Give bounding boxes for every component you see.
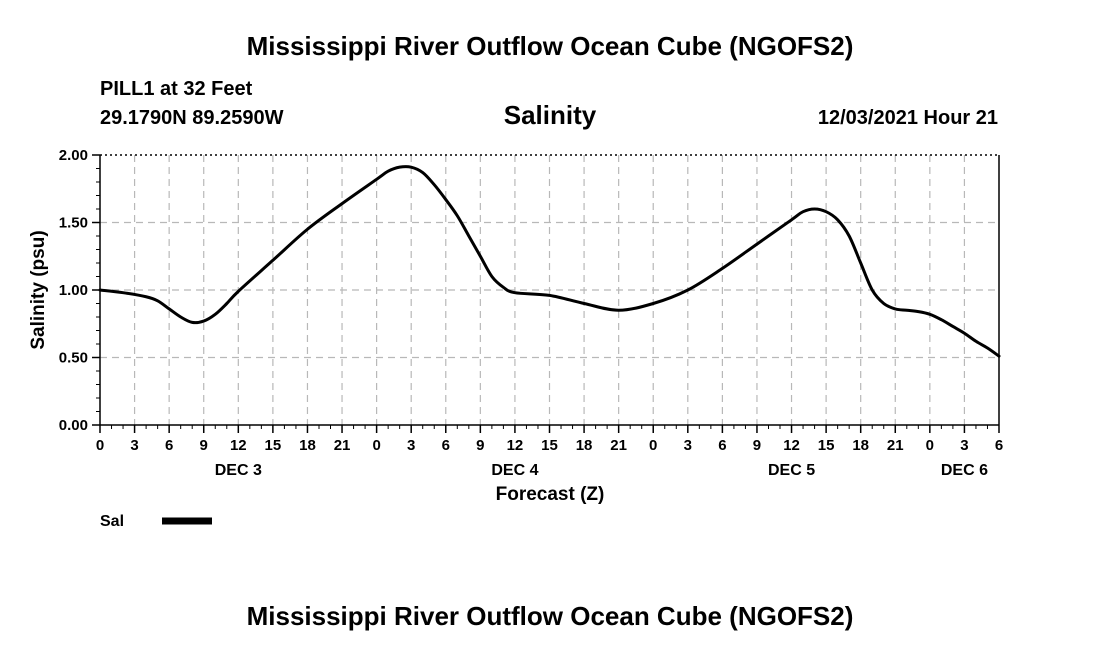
x-tick-label: 3 [960,437,968,454]
x-tick-label: 9 [200,437,208,454]
y-tick-label: 0.50 [59,350,88,367]
x-tick-label: 21 [610,437,627,454]
x-tick-label: 18 [852,437,869,454]
day-label: DEC 4 [491,462,538,479]
series-line-sal [98,165,1001,358]
day-label: DEC 6 [941,462,988,479]
x-axis-label: Forecast (Z) [496,484,605,505]
day-labels: DEC 3 DEC 4 DEC 5 DEC 6 [215,462,988,479]
x-tick-label: 9 [753,437,761,454]
x-tick-label: 0 [372,437,380,454]
timestamp-label: 12/03/2021 Hour 21 [818,107,998,129]
axes [92,154,1000,433]
x-tick-labels: 0 3 6 9 12 15 18 21 0 3 6 9 12 15 18 21 0 3 6 9 12 15 18 21 0 3 6 [96,437,1003,454]
day-label: DEC 5 [768,462,815,479]
x-tick-label: 0 [96,437,104,454]
x-tick-label: 0 [649,437,657,454]
y-tick-label: 0.00 [59,417,88,434]
coordinates-label: 29.1790N 89.2590W [100,107,284,129]
grid [100,155,999,425]
x-tick-label: 21 [887,437,904,454]
x-tick-label: 18 [576,437,593,454]
station-label: PILL1 at 32 Feet [100,78,253,100]
y-tick-labels: 0.00 0.50 1.00 1.50 2.00 [59,147,88,434]
x-tick-label: 6 [995,437,1003,454]
page-title: Mississippi River Outflow Ocean Cube (NG… [247,31,854,61]
x-tick-label: 15 [818,437,835,454]
x-tick-label: 0 [926,437,934,454]
x-tick-label: 21 [334,437,351,454]
day-label: DEC 3 [215,462,262,479]
legend-label-sal: Sal [100,513,124,530]
x-tick-label: 15 [265,437,282,454]
footer-title: Mississippi River Outflow Ocean Cube (NG… [247,601,854,631]
x-tick-label: 3 [684,437,692,454]
legend: Sal [100,513,212,530]
x-tick-label: 3 [130,437,138,454]
x-tick-label: 12 [507,437,524,454]
x-tick-label: 18 [299,437,316,454]
y-tick-label: 1.50 [59,215,88,232]
y-tick-label: 2.00 [59,147,88,164]
x-tick-label: 6 [165,437,173,454]
chart-title: Salinity [504,100,597,130]
series-layer [98,165,1001,358]
x-tick-label: 6 [442,437,450,454]
x-tick-label: 15 [541,437,558,454]
x-tick-label: 6 [718,437,726,454]
x-tick-label: 3 [407,437,415,454]
x-tick-label: 9 [476,437,484,454]
y-axis-label: Salinity (psu) [28,230,49,349]
x-tick-label: 12 [230,437,247,454]
y-tick-label: 1.00 [59,282,88,299]
x-tick-label: 12 [783,437,800,454]
